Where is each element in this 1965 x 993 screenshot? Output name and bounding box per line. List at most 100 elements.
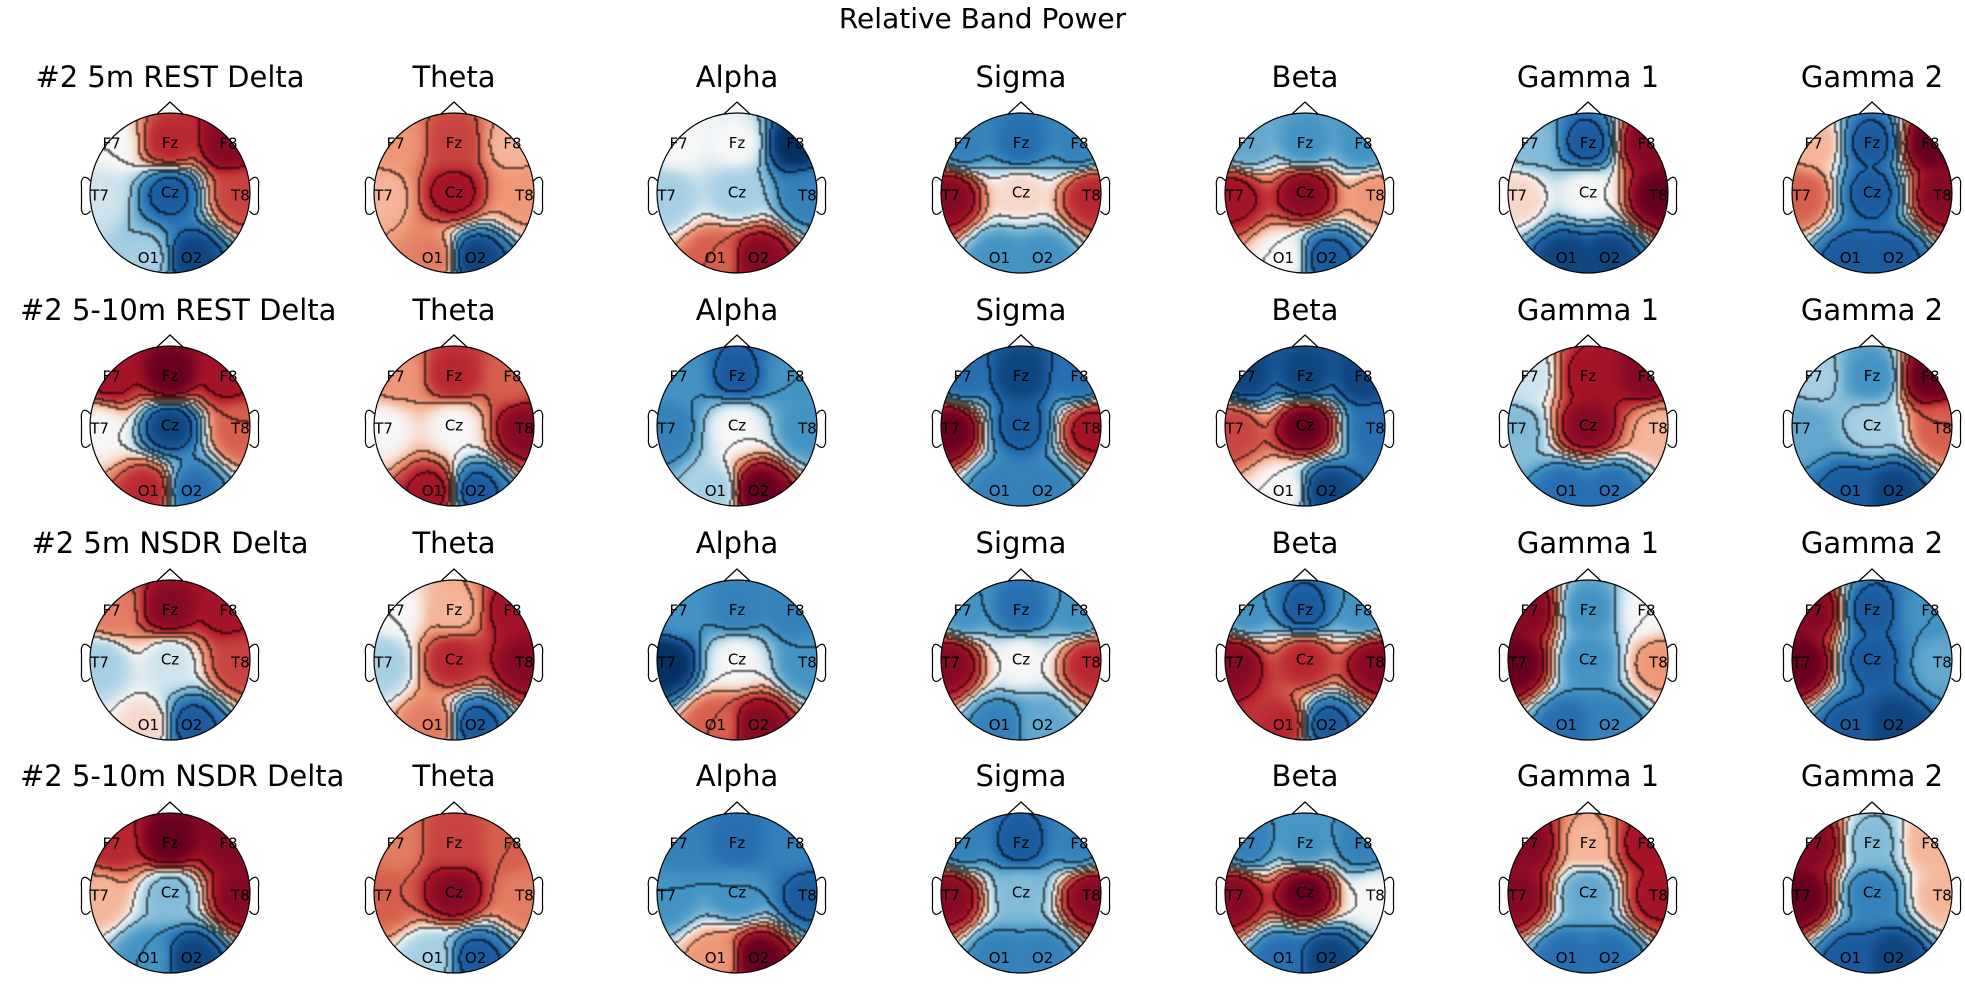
- power-map: [374, 813, 534, 973]
- sensor-label: Cz: [1296, 417, 1314, 435]
- topomap-svg: F7 Fz F8 T7 Cz T8 O1 O2: [931, 334, 1111, 507]
- sensor-label: Cz: [1012, 417, 1030, 435]
- sensor-label: T7: [1224, 187, 1244, 205]
- power-map: [941, 580, 1101, 740]
- sensor-label: T7: [656, 420, 676, 438]
- right-ear-outline: [533, 409, 544, 448]
- head-outline: [1224, 579, 1386, 741]
- sensor-label: T7: [373, 654, 393, 672]
- nose-outline: [1291, 801, 1319, 815]
- sensor-label: F8: [1921, 135, 1939, 153]
- sensor-label: T7: [1507, 887, 1527, 905]
- power-map: [657, 113, 817, 273]
- sensor-label: O2: [1316, 949, 1337, 967]
- power-map: [374, 113, 534, 273]
- sensor-label: T7: [940, 420, 960, 438]
- sensor-label: F7: [670, 368, 688, 386]
- sensor-label: F7: [670, 835, 688, 853]
- topomap-head: F7 Fz F8 T7 Cz T8 O1 O2: [354, 326, 554, 526]
- sensor-label: T8: [514, 887, 534, 905]
- sensor-label: T8: [1648, 887, 1668, 905]
- topomap-svg: F7 Fz F8 T7 Cz T8 O1 O2: [1782, 801, 1962, 974]
- panel-title: Theta: [412, 293, 496, 327]
- sensor-label: F8: [1070, 835, 1088, 853]
- sensor-label: T7: [1507, 654, 1527, 672]
- head-outline: [940, 345, 1102, 507]
- power-map: [1225, 346, 1385, 506]
- right-ear-outline: [1384, 643, 1395, 682]
- topomap-svg: F7 Fz F8 T7 Cz T8 O1 O2: [931, 568, 1111, 741]
- sensor-label: O2: [465, 482, 486, 500]
- right-ear-outline: [1100, 876, 1111, 915]
- power-map: [90, 813, 250, 973]
- sensor-label: O2: [1599, 249, 1620, 267]
- sensor-label: F7: [1805, 835, 1823, 853]
- topomap-head: F7 Fz F8 T7 Cz T8 O1 O2: [1488, 326, 1688, 526]
- topomap-head: F7 Fz F8 T7 Cz T8 O1 O2: [1772, 93, 1965, 293]
- sensor-label: T8: [230, 654, 250, 672]
- left-ear-outline: [1782, 409, 1793, 448]
- topomap-head: F7 Fz F8 T7 Cz T8 O1 O2: [1205, 326, 1405, 526]
- right-ear-outline: [1100, 643, 1111, 682]
- topomap-head: F7 Fz F8 T7 Cz T8 O1 O2: [70, 326, 270, 526]
- panel-title: Gamma 2: [1800, 60, 1944, 94]
- topomap-head: F7 Fz F8 T7 Cz T8 O1 O2: [70, 793, 270, 993]
- sensor-label: F8: [1354, 135, 1372, 153]
- nose-outline: [1007, 101, 1035, 115]
- sensor-label: F7: [103, 135, 121, 153]
- sensor-label: O2: [748, 716, 769, 734]
- sensor-label: F7: [1805, 135, 1823, 153]
- topomap-svg: F7 Fz F8 T7 Cz T8 O1 O2: [1782, 334, 1962, 507]
- sensor-label: Cz: [1863, 184, 1881, 202]
- panel-title: Sigma: [975, 60, 1067, 94]
- head-outline: [89, 812, 251, 974]
- nose-outline: [156, 568, 184, 582]
- right-ear-outline: [1667, 176, 1678, 215]
- nose-outline: [1858, 568, 1886, 582]
- sensor-label: Fz: [446, 834, 463, 852]
- right-ear-outline: [1951, 176, 1962, 215]
- topomap-svg: F7 Fz F8 T7 Cz T8 O1 O2: [364, 334, 544, 507]
- sensor-label: T7: [940, 887, 960, 905]
- sensor-label: Cz: [1296, 884, 1314, 902]
- nose-outline: [1007, 334, 1035, 348]
- sensor-label: O1: [989, 482, 1010, 500]
- sensor-label: T8: [1081, 420, 1101, 438]
- sensor-label: O2: [1032, 716, 1053, 734]
- topomap-head: F7 Fz F8 T7 Cz T8 O1 O2: [70, 93, 270, 293]
- nose-outline: [440, 101, 468, 115]
- sensor-label: F7: [103, 368, 121, 386]
- head-outline: [1224, 345, 1386, 507]
- power-map: [657, 346, 817, 506]
- nose-outline: [440, 334, 468, 348]
- head-outline: [1791, 345, 1953, 507]
- sensor-label: O2: [748, 949, 769, 967]
- topomap-head: F7 Fz F8 T7 Cz T8 O1 O2: [1772, 560, 1965, 760]
- sensor-label: T8: [1081, 187, 1101, 205]
- sensor-label: O1: [1840, 949, 1861, 967]
- sensor-label: T8: [230, 420, 250, 438]
- sensor-label: O2: [465, 716, 486, 734]
- sensor-label: O2: [181, 716, 202, 734]
- panel-title: Theta: [412, 526, 496, 560]
- sensor-label: T7: [1791, 420, 1811, 438]
- sensor-label: F7: [103, 602, 121, 620]
- sensor-label: O2: [181, 949, 202, 967]
- sensor-label: Cz: [1296, 651, 1314, 669]
- sensor-label: T8: [1932, 187, 1952, 205]
- nose-outline: [1291, 334, 1319, 348]
- sensor-label: O1: [1273, 249, 1294, 267]
- sensor-label: F8: [503, 602, 521, 620]
- topomap-svg: F7 Fz F8 T7 Cz T8 O1 O2: [647, 801, 827, 974]
- right-ear-outline: [1100, 176, 1111, 215]
- right-ear-outline: [1384, 176, 1395, 215]
- power-map: [374, 580, 534, 740]
- sensor-label: F8: [1637, 135, 1655, 153]
- panel-title: Beta: [1271, 60, 1339, 94]
- panel-title: Alpha: [695, 60, 779, 94]
- nose-outline: [723, 568, 751, 582]
- sensor-label: O2: [1316, 716, 1337, 734]
- panel-title: Gamma 2: [1800, 293, 1944, 327]
- sensor-label: Cz: [161, 651, 179, 669]
- power-map: [941, 346, 1101, 506]
